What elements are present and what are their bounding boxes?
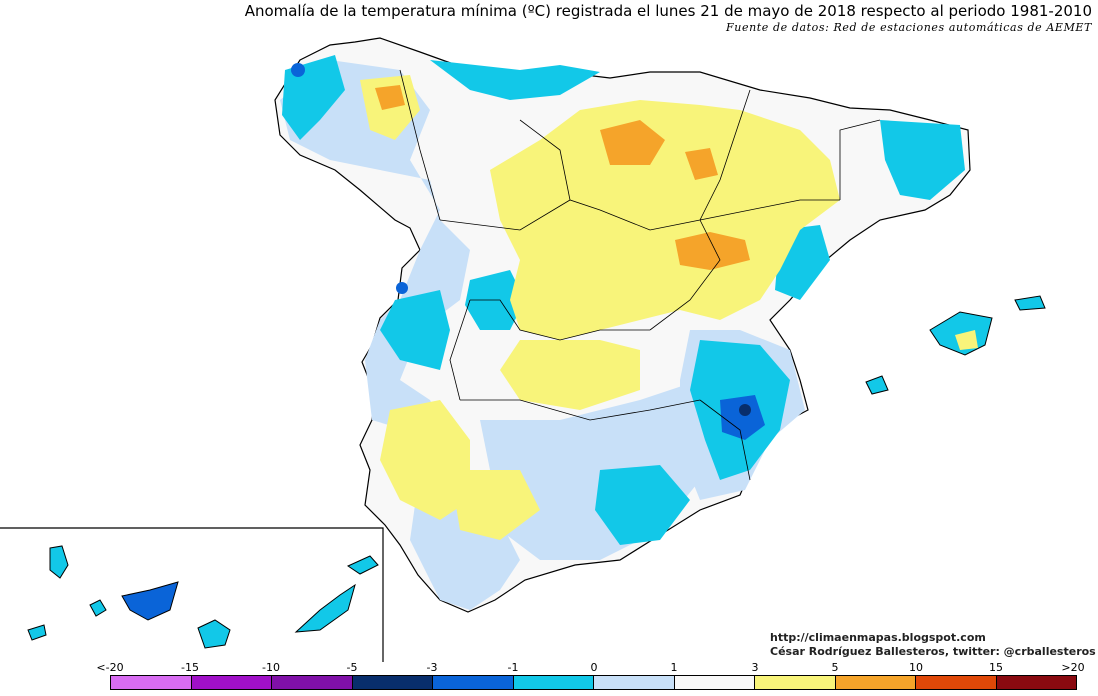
legend-swatch [916, 676, 997, 689]
legend-label: 15 [989, 661, 1003, 674]
regional-borders [399, 69, 881, 481]
legend-color-bar [110, 675, 1077, 690]
anomaly-region-orange-burgos [600, 120, 665, 165]
legend-swatch [111, 676, 192, 689]
anomaly-region-cyan-andalucia [595, 465, 690, 545]
legend-label: 5 [831, 661, 839, 674]
credit-author: César Rodríguez Ballesteros, twitter: @c… [770, 645, 1096, 658]
la-gomera-island [89, 599, 107, 617]
lanzarote-island [346, 555, 379, 575]
legend-label: 3 [751, 661, 759, 674]
legend-label: -15 [181, 661, 199, 674]
anomaly-region-yellow-southwest [380, 400, 470, 520]
el-hierro-island [27, 624, 47, 641]
legend-label: >20 [1061, 661, 1085, 674]
anomaly-spot-blue-galicia [291, 63, 305, 77]
credit-url: http://climaenmapas.blogspot.com [770, 631, 986, 644]
anomaly-region-orange-aragon [675, 232, 750, 270]
legend-label: 0 [590, 661, 598, 674]
la-palma-island [49, 545, 69, 579]
legend-labels: <-20 -15 -10 -5 -3 -1 0 1 3 5 10 15 >20 [0, 661, 1098, 675]
fuerteventura-island [294, 583, 356, 633]
legend-label: 10 [909, 661, 923, 674]
legend-swatch [835, 676, 916, 689]
legend-swatch [755, 676, 836, 689]
anomaly-region-orange-rioja [685, 148, 718, 180]
data-source-subtitle: Fuente de datos: Red de estaciones autom… [726, 21, 1092, 34]
tenerife-island [121, 581, 179, 621]
legend-swatch [996, 676, 1076, 689]
legend-swatch [674, 676, 755, 689]
legend-label: <-20 [96, 661, 124, 674]
anomaly-region-yellow-center-south [500, 340, 640, 410]
legend-swatch [513, 676, 594, 689]
anomaly-region-yellow-north-center [490, 100, 840, 340]
anomaly-region-yellow-andalucia-west [450, 470, 540, 540]
anomaly-spot-navy-alicante [739, 404, 751, 416]
map-title: Anomalía de la temperatura mínima (ºC) r… [244, 2, 1092, 20]
legend-swatch [352, 676, 433, 689]
legend-swatch [272, 676, 353, 689]
legend-swatch [433, 676, 514, 689]
anomaly-region-orange-asturias [375, 85, 405, 110]
legend-label: -1 [507, 661, 519, 674]
legend-label: -5 [346, 661, 358, 674]
anomaly-spot-blue-portugal-border [396, 282, 408, 294]
anomaly-region-cyan-catalonia [880, 120, 965, 200]
legend-label: 1 [670, 661, 678, 674]
menorca-island [1014, 295, 1046, 311]
anomaly-region-cyan-north [430, 60, 600, 100]
legend-swatch [594, 676, 675, 689]
legend-swatch [191, 676, 272, 689]
anomaly-region-cyan-extremadura [380, 290, 450, 370]
anomaly-region-blue-alicante [720, 395, 765, 440]
legend-label: -3 [426, 661, 438, 674]
mallorca-anomaly-yellow [955, 330, 978, 350]
legend-label: -10 [262, 661, 280, 674]
gran-canaria-island [197, 619, 231, 649]
canary-inset-frame [0, 527, 384, 662]
ibiza-island [865, 375, 889, 395]
